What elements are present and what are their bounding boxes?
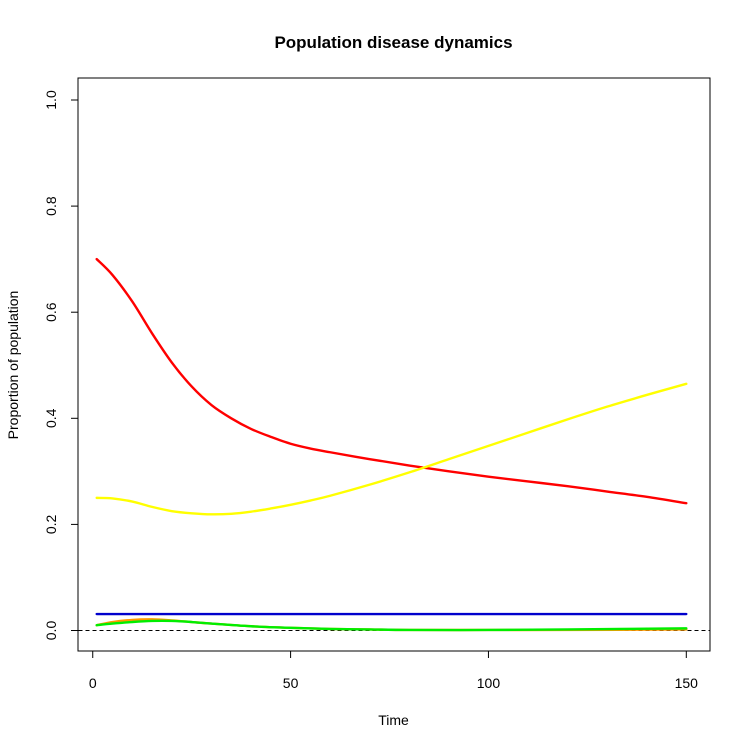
series-line-green [95,619,688,632]
y-tick-label: 1.0 [43,90,59,110]
y-tick-label: 0.8 [43,196,59,216]
y-tick-label: 0.2 [43,514,59,534]
y-axis-title: Proportion of population [5,291,21,440]
series-line-yellow [95,382,688,516]
x-tick-label: 100 [477,675,501,691]
y-tick-label: 0.0 [43,621,59,641]
y-tick-label: 0.4 [43,408,59,428]
y-axis: 0.0 0.2 0.4 0.6 0.8 1.0 [43,90,79,641]
x-tick-label: 0 [89,675,97,691]
y-tick-label: 0.6 [43,302,59,322]
x-tick-label: 150 [675,675,699,691]
x-axis: 0 50 100 150 [89,650,699,691]
x-axis-title: Time [378,712,409,728]
chart-title: Population disease dynamics [274,33,512,52]
series-line-red [95,257,688,505]
series-lines [95,257,688,632]
x-tick-label: 50 [283,675,299,691]
